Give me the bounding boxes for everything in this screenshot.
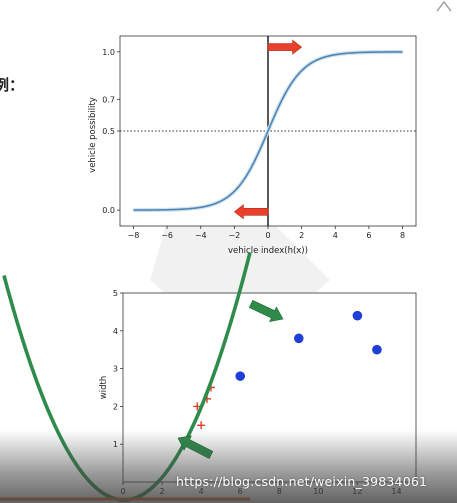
y-tick-label: 0.7 <box>102 95 115 104</box>
red-plus-point <box>197 421 206 430</box>
x-tick-label: 2 <box>160 487 165 496</box>
y-tick-label: 4 <box>113 327 118 336</box>
left-arrow <box>233 204 269 220</box>
blue-data-point <box>352 310 363 321</box>
x-tick-label: 4 <box>333 231 338 240</box>
y-tick-label: 1 <box>113 440 118 449</box>
y-axis-label: width <box>99 376 109 399</box>
x-tick-label: 0 <box>265 231 270 240</box>
x-tick-label: 0 <box>120 487 125 496</box>
y-tick-label: 5 <box>113 289 118 298</box>
watermark-text: https://blog.csdn.net/weixin_39834061 <box>176 474 428 489</box>
blue-data-point <box>372 344 382 355</box>
blue-data-point <box>294 333 304 344</box>
x-axis-label: vehicle index(h(x)) <box>228 246 308 256</box>
y-tick-label: 3 <box>113 365 118 374</box>
sigmoid-chart: −8 −6 −4 −2 0 2 4 6 8 0.0 0.5 0.7 1.0 vehicle index(h… <box>88 35 417 256</box>
y-tick-label: 1.0 <box>102 48 115 57</box>
right-arrow <box>267 39 303 55</box>
y-tick-label: 0.0 <box>102 206 115 215</box>
blue-data-point <box>235 371 245 381</box>
y-tick-label: 0.5 <box>102 127 115 136</box>
x-tick-label: −8 <box>128 231 140 240</box>
x-tick-label: 6 <box>366 231 371 240</box>
left-text-fragment: 例： <box>0 76 25 94</box>
x-tick-label: 2 <box>299 231 304 240</box>
outward-green-arrow <box>248 300 284 323</box>
y-axis-label: vehicle possibility <box>88 97 98 173</box>
x-tick-label: −2 <box>228 231 240 240</box>
x-tick-label: −4 <box>195 231 207 240</box>
corner-icon <box>436 0 452 12</box>
x-tick-label: 8 <box>400 231 405 240</box>
x-tick-label: −6 <box>161 231 173 240</box>
y-tick-label: 2 <box>113 402 118 411</box>
sigmoid-curve <box>133 51 403 211</box>
